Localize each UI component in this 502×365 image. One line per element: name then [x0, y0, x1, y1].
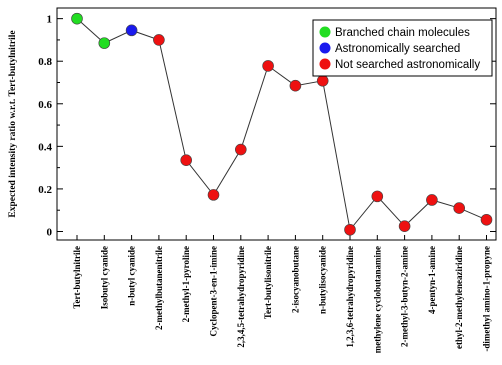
y-tick-label: 0.6 [38, 99, 52, 111]
legend-box [312, 19, 493, 77]
data-point [262, 60, 274, 72]
x-axis: Tert-butylnitrile Isobutyl cyanide n-butyl… [72, 235, 492, 353]
legend-marker [319, 58, 331, 70]
data-point [235, 143, 247, 156]
data-point [153, 34, 165, 46]
plot-frame [56, 7, 497, 241]
x-tick-label: 1,2,3,6-tetrahydropyridine [345, 246, 355, 348]
x-tick-label: Tert-butylisonitrile [263, 246, 273, 319]
x-tick-label: methylene cyclobutanamine [372, 246, 382, 353]
legend-label: Astronomically searched [335, 43, 460, 55]
x-tick-label: 2-isocyanobutane [290, 246, 300, 313]
series-polyline [76, 18, 487, 231]
data-point [207, 189, 220, 201]
data-point [71, 12, 83, 25]
data-point [180, 154, 192, 166]
data-point [98, 37, 111, 49]
x-tick-label: n-butylisocyanide [318, 246, 328, 314]
data-point [453, 202, 466, 214]
y-axis: 0 0.2 0.4 0.6 0.8 1 [38, 14, 496, 238]
x-tick-label: ethyl-2-methyleneaziridine [454, 246, 464, 349]
y-tick-label: 1 [47, 14, 53, 26]
y-tick-label: 0 [47, 226, 53, 238]
x-tick-label: 2-methyl-1-pyroline [181, 246, 191, 322]
x-tick-label: -dimethyl amino-1-propyne [482, 246, 492, 352]
legend-label: Branched chain molecules [335, 27, 470, 39]
data-point [316, 74, 329, 87]
x-tick-label: Cyclopent-3-en-1-imine [209, 246, 219, 336]
y-tick-label: 0.4 [38, 141, 52, 153]
y-axis-label: Expected intensity ratio w.r.t. Tert-but… [8, 30, 18, 217]
plot-area [56, 7, 497, 241]
x-tick-label: Isobutyl cyanide [99, 246, 109, 309]
data-point [344, 223, 356, 236]
legend-marker [319, 26, 331, 38]
x-tick-label: 2-methylbutanenitrile [154, 246, 164, 330]
y-tick-label: 0.8 [38, 56, 52, 68]
legend-marker [319, 42, 331, 54]
data-point [371, 190, 384, 203]
data-point [289, 79, 302, 92]
x-tick-label: n-butyl cyanide [127, 246, 137, 306]
y-tick-label: 0.2 [38, 184, 52, 196]
legend: Branched chain molecules Astronomically s… [312, 19, 493, 77]
x-tick-label: Tert-butylnitrile [72, 246, 82, 309]
x-tick-label: 2-methyl-3-butyn-2-amine [400, 246, 410, 347]
data-point [480, 213, 493, 226]
legend-label: Not searched astronomically [335, 59, 480, 71]
series-line [76, 18, 487, 231]
x-tick-label: 4-pentyn-1-amine [427, 246, 437, 314]
data-point [426, 194, 438, 206]
data-point [398, 220, 411, 232]
x-tick-label: 2,3,4,5-tetrahydropyridine [236, 246, 246, 348]
data-point [125, 24, 138, 37]
data-points [71, 12, 493, 236]
